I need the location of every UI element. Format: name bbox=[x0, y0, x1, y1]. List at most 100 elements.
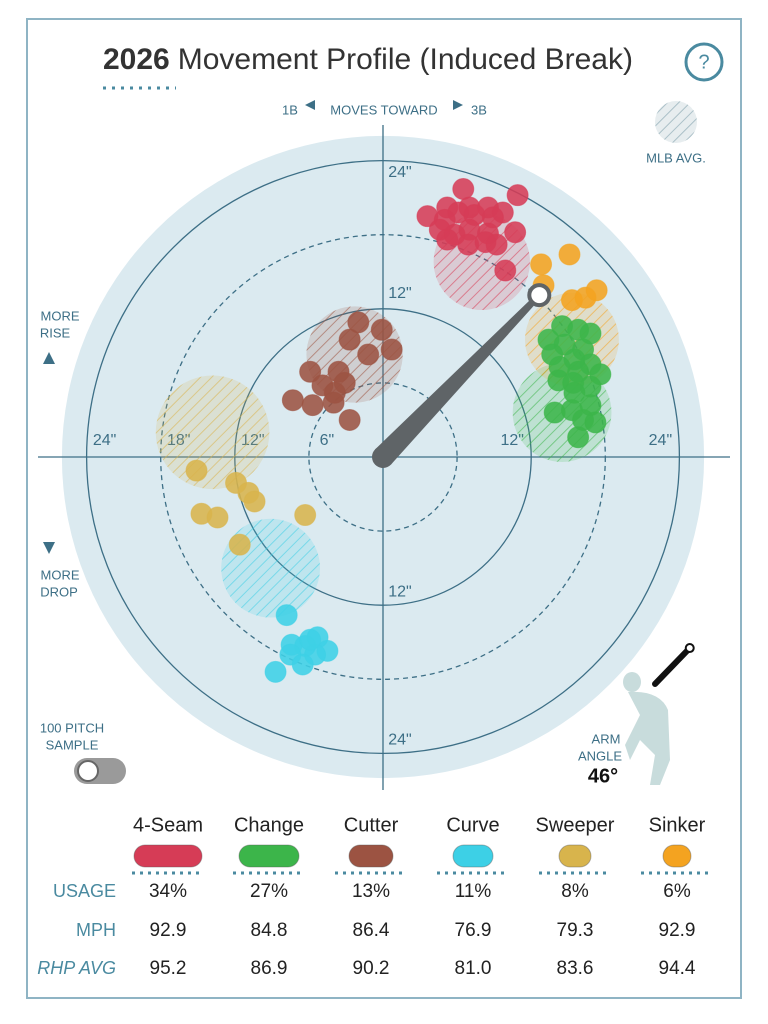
arm-slot bbox=[375, 293, 542, 465]
table: 4-Seam Change Cutter Curve Sweeper Sinker USAG… bbox=[37, 814, 713, 979]
table-cell: 6% bbox=[663, 881, 691, 902]
avg-zone bbox=[221, 518, 321, 618]
avg-legend-label: MLB AVG. bbox=[646, 150, 706, 165]
table-cell: 84.8 bbox=[251, 920, 288, 941]
pitch-point bbox=[567, 426, 590, 449]
pitch-point bbox=[275, 604, 298, 627]
arrow-down bbox=[43, 542, 55, 554]
pitcher-figure bbox=[623, 672, 670, 785]
arm-slot-end bbox=[527, 283, 552, 308]
table-cell: 92.9 bbox=[659, 920, 696, 941]
arm-angle-value: 46° bbox=[588, 765, 618, 787]
help-button[interactable]: ? bbox=[684, 42, 724, 82]
table-cell: 95.2 bbox=[150, 958, 187, 979]
toggle-knob[interactable] bbox=[77, 760, 99, 782]
legend-swatch bbox=[558, 844, 592, 868]
legend-name: 4-Seam bbox=[133, 814, 203, 836]
table-cell: 90.2 bbox=[353, 958, 390, 979]
pitch-point bbox=[506, 184, 529, 207]
title-text: Movement Profile (Induced Break) bbox=[178, 43, 633, 76]
table-cell: 92.9 bbox=[150, 920, 187, 941]
row-label: MPH bbox=[76, 920, 116, 940]
arm-angle-label: ARM bbox=[592, 731, 621, 746]
table-cell: 86.9 bbox=[251, 958, 288, 979]
legend-swatch bbox=[133, 844, 203, 868]
sample-toggle[interactable] bbox=[74, 758, 126, 784]
help-circle[interactable] bbox=[684, 42, 724, 82]
ring-label: 12" bbox=[388, 583, 411, 600]
table-cell: 83.6 bbox=[557, 958, 594, 979]
table-cell: 13% bbox=[352, 881, 390, 902]
pitch-point bbox=[301, 394, 324, 417]
pitcher-head bbox=[623, 672, 641, 692]
pitch-point bbox=[357, 343, 380, 366]
pitch-point bbox=[228, 533, 251, 556]
legend-swatch bbox=[238, 844, 300, 868]
legend-name: Sweeper bbox=[536, 814, 615, 836]
pitch-point bbox=[558, 243, 581, 266]
drop-label: DROP bbox=[40, 584, 78, 599]
legend-name: Cutter bbox=[344, 814, 399, 836]
ring-label: 6" bbox=[320, 432, 335, 449]
figure-arm bbox=[652, 645, 693, 687]
table-cell: 11% bbox=[455, 881, 492, 902]
arm-slot-base bbox=[372, 446, 394, 468]
rise-label: RISE bbox=[40, 325, 71, 340]
pitch-point bbox=[185, 459, 208, 482]
ring-label: 12" bbox=[388, 285, 411, 302]
pitch-point bbox=[370, 318, 393, 341]
help-label[interactable]: ? bbox=[698, 51, 709, 73]
legend-name: Sinker bbox=[649, 814, 706, 836]
decorations: 1B MOVES TOWARD 3B MORE RISE MORE DROP M… bbox=[40, 100, 706, 787]
toggle-label: SAMPLE bbox=[46, 737, 99, 752]
pitch-point bbox=[494, 259, 517, 282]
pitch-point bbox=[291, 653, 314, 676]
table-cell: 8% bbox=[561, 881, 589, 902]
pitch-point bbox=[436, 228, 459, 251]
pitch-point bbox=[264, 660, 287, 683]
table-cell: 86.4 bbox=[353, 920, 390, 941]
title-year: 2026 bbox=[103, 43, 170, 76]
table-cell: 79.3 bbox=[557, 920, 594, 941]
ring-label: 12" bbox=[500, 432, 523, 449]
pitch-point bbox=[338, 408, 361, 431]
title: 2026 Movement Profile (Induced Break) bbox=[103, 43, 633, 76]
x-label-right: 3B bbox=[471, 102, 487, 117]
legend-name: Change bbox=[234, 814, 304, 836]
legend-swatch bbox=[452, 844, 494, 868]
pitch-point bbox=[299, 628, 322, 651]
drop-label: MORE bbox=[41, 567, 80, 582]
table-cell: 81.0 bbox=[455, 958, 492, 979]
pitch-point bbox=[294, 504, 317, 527]
pitch-point bbox=[504, 221, 527, 244]
pitch-point bbox=[584, 411, 607, 434]
arrow-left bbox=[305, 100, 315, 110]
arrow-up bbox=[43, 352, 55, 364]
ring-label: 24" bbox=[388, 164, 411, 181]
pitch-point bbox=[452, 178, 475, 201]
pitch-point bbox=[281, 389, 304, 412]
pitch-point bbox=[243, 490, 266, 513]
arm-angle-label: ANGLE bbox=[578, 748, 622, 763]
pitch-point bbox=[206, 506, 229, 529]
pitch-point bbox=[530, 253, 553, 276]
table-cell: 27% bbox=[250, 881, 288, 902]
ring-label: 24" bbox=[649, 432, 672, 449]
avg-zone bbox=[155, 375, 270, 490]
ring-label: 24" bbox=[93, 432, 116, 449]
legend-swatch bbox=[348, 844, 394, 868]
rise-label: MORE bbox=[41, 308, 80, 323]
row-label: RHP AVG bbox=[37, 958, 116, 978]
table-cell: 76.9 bbox=[455, 920, 492, 941]
x-label-left: 1B bbox=[282, 102, 298, 117]
table-cell: 34% bbox=[149, 881, 187, 902]
pitch-point bbox=[322, 391, 345, 414]
row-label: USAGE bbox=[53, 881, 116, 901]
legend-swatch bbox=[662, 844, 692, 868]
table-cell: 94.4 bbox=[659, 958, 696, 979]
pitch-point bbox=[585, 279, 608, 302]
plot: 24"12"12"24"24"18"12"6"12"24" bbox=[38, 101, 730, 790]
avg-legend-swatch bbox=[655, 101, 697, 143]
pitcher-body bbox=[625, 691, 670, 785]
